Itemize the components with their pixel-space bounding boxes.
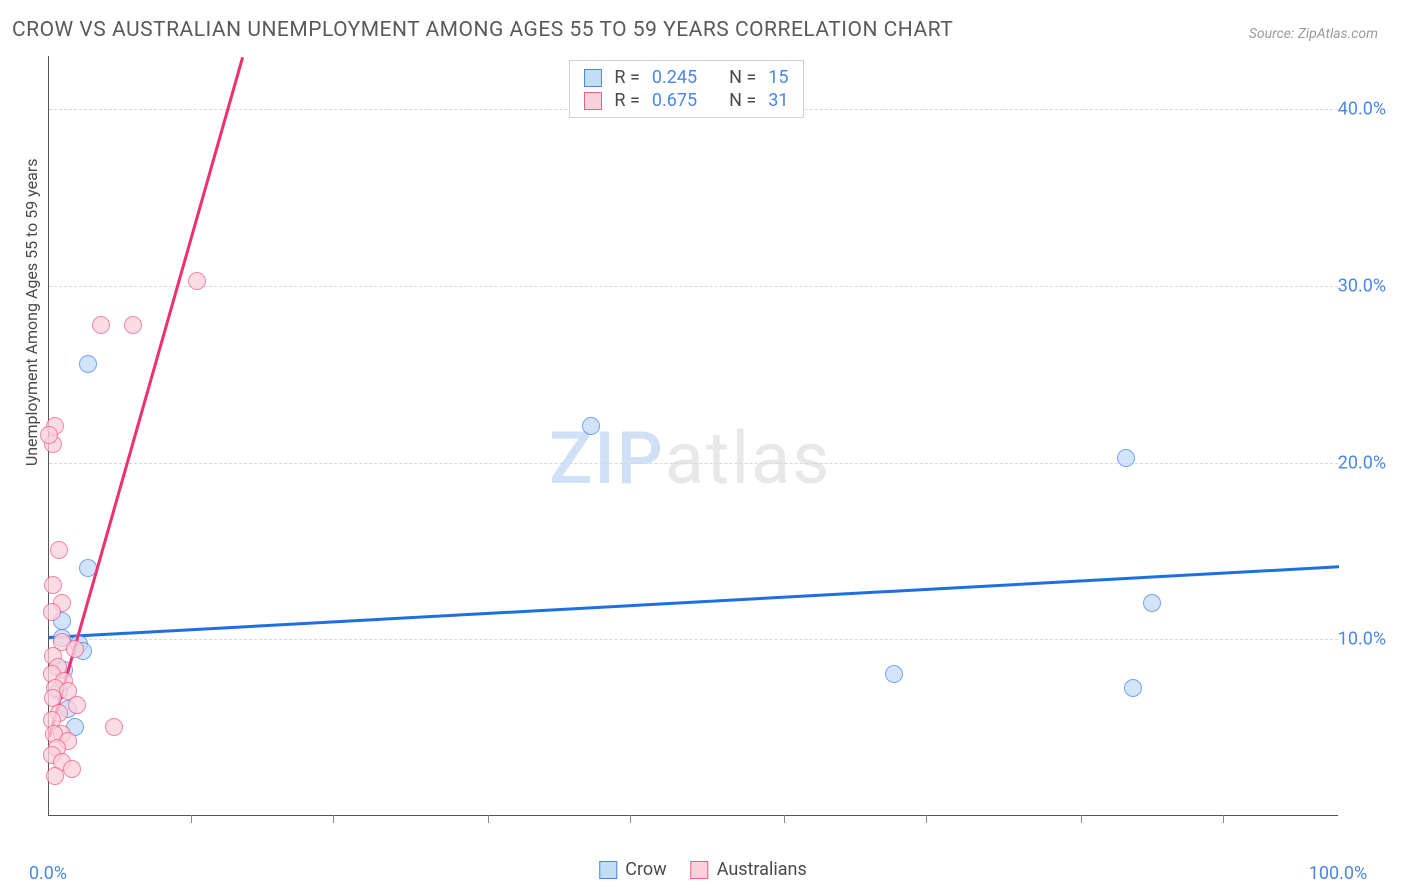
y-tick-label: 20.0% <box>1338 452 1386 473</box>
grid-line <box>49 639 1338 640</box>
data-point-australians <box>188 272 206 290</box>
x-tick <box>926 815 927 823</box>
data-point-crow <box>79 355 97 373</box>
chart-title: CROW VS AUSTRALIAN UNEMPLOYMENT AMONG AG… <box>12 18 953 42</box>
y-tick-label: 40.0% <box>1338 99 1386 120</box>
legend-swatch-crow <box>584 69 602 87</box>
legend-swatch-crow <box>599 861 617 879</box>
data-point-crow <box>885 665 903 683</box>
watermark-part1: ZIP <box>549 416 665 501</box>
legend-series: Crow Australians <box>599 859 807 880</box>
x-tick <box>488 815 489 823</box>
x-tick <box>630 815 631 823</box>
data-point-australians <box>44 576 62 594</box>
n-label: N = <box>729 67 756 88</box>
legend-stats-row-australians: R = 0.675 N = 31 <box>584 90 788 111</box>
data-point-crow <box>582 417 600 435</box>
plot-area: ZIPatlas <box>48 56 1338 816</box>
legend-stats: R = 0.245 N = 15 R = 0.675 N = 31 <box>569 60 803 118</box>
correlation-chart: CROW VS AUSTRALIAN UNEMPLOYMENT AMONG AG… <box>0 0 1406 892</box>
x-tick <box>1223 815 1224 823</box>
grid-line <box>49 286 1338 287</box>
watermark-part2: atlas <box>665 416 832 501</box>
data-point-crow <box>1143 594 1161 612</box>
legend-item-australians: Australians <box>691 859 807 880</box>
y-axis-label: Unemployment Among Ages 55 to 59 years <box>22 158 41 466</box>
data-point-australians <box>105 718 123 736</box>
x-tick <box>191 815 192 823</box>
x-tick <box>784 815 785 823</box>
r-value-australians: 0.675 <box>652 90 697 111</box>
x-tick <box>1081 815 1082 823</box>
legend-swatch-australians <box>691 861 709 879</box>
grid-line <box>49 463 1338 464</box>
x-tick-label: 100.0% <box>1309 863 1367 884</box>
n-value-australians: 31 <box>768 90 788 111</box>
data-point-australians <box>66 640 84 658</box>
y-tick-label: 10.0% <box>1338 629 1386 650</box>
x-tick-label: 0.0% <box>29 863 67 884</box>
r-value-crow: 0.245 <box>652 67 697 88</box>
data-point-australians <box>124 316 142 334</box>
data-point-australians <box>63 760 81 778</box>
data-point-australians <box>92 316 110 334</box>
y-tick-label: 30.0% <box>1338 275 1386 296</box>
data-point-australians <box>68 696 86 714</box>
source-attribution: Source: ZipAtlas.com <box>1249 26 1378 42</box>
n-value-crow: 15 <box>768 67 788 88</box>
r-label: R = <box>614 90 639 111</box>
data-point-crow <box>1124 679 1142 697</box>
data-point-australians <box>46 767 64 785</box>
legend-stats-row-crow: R = 0.245 N = 15 <box>584 67 788 88</box>
n-label: N = <box>729 90 756 111</box>
data-point-australians <box>43 603 61 621</box>
r-label: R = <box>614 67 639 88</box>
legend-label-crow: Crow <box>625 859 666 880</box>
legend-swatch-australians <box>584 92 602 110</box>
data-point-australians <box>50 541 68 559</box>
trend-line-australians <box>48 57 244 738</box>
legend-item-crow: Crow <box>599 859 666 880</box>
x-tick <box>333 815 334 823</box>
data-point-crow <box>1117 449 1135 467</box>
legend-label-australians: Australians <box>717 859 807 880</box>
data-point-australians <box>40 426 58 444</box>
